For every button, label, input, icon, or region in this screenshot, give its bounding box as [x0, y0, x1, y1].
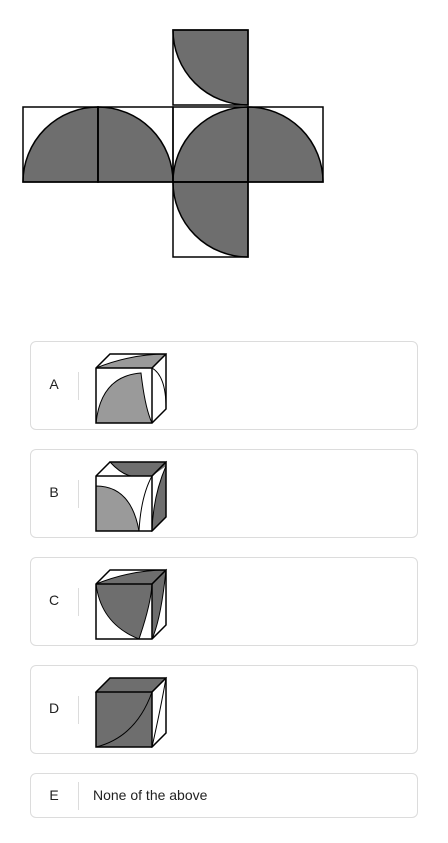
net-left-face-2-shape	[97, 106, 174, 183]
option-c-divider	[78, 588, 79, 616]
option-d[interactable]: D	[30, 665, 418, 754]
option-d-letter: D	[48, 700, 60, 716]
cube-option-a-icon	[95, 353, 168, 424]
option-e-text: None of the above	[93, 787, 208, 803]
net-center-face-shape	[172, 106, 249, 183]
option-e-divider	[78, 782, 79, 810]
cube-option-c-icon	[95, 568, 168, 640]
net-bottom-face-shape	[172, 181, 249, 258]
option-e-letter: E	[49, 787, 59, 803]
option-d-divider	[78, 696, 79, 724]
option-b[interactable]: B	[30, 449, 418, 538]
option-e[interactable]: E None of the above	[30, 773, 418, 818]
net-right-face-shape	[247, 106, 324, 183]
option-b-divider	[78, 480, 79, 508]
option-a-letter: A	[49, 376, 59, 392]
option-a-divider	[78, 372, 79, 400]
option-a[interactable]: A	[30, 341, 418, 430]
option-c[interactable]: C	[30, 557, 418, 646]
net-top-face-shape	[172, 29, 249, 106]
net-left-face-1-shape	[22, 106, 99, 183]
option-c-letter: C	[48, 592, 60, 608]
cube-option-d-icon	[94, 676, 168, 748]
option-b-letter: B	[49, 484, 59, 500]
cube-net-figure	[22, 29, 324, 258]
cube-option-b-icon	[95, 460, 168, 532]
